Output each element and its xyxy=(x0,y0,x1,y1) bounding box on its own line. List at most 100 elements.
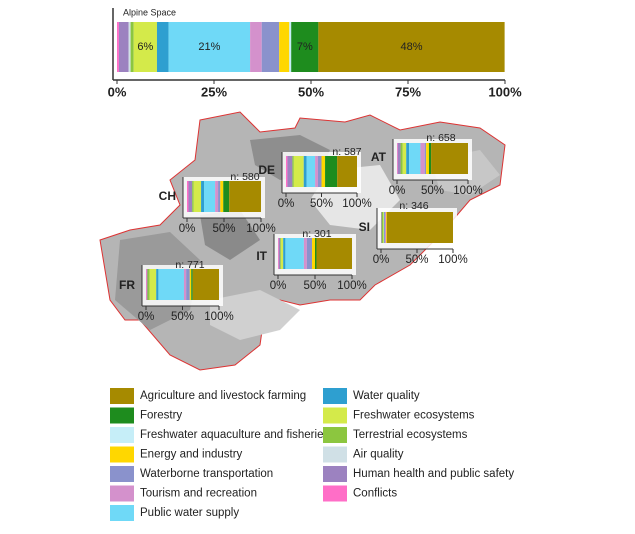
bar-segment xyxy=(315,238,317,269)
bar-segment xyxy=(426,143,429,174)
bar-segment xyxy=(286,156,288,187)
bar-segment xyxy=(149,269,157,300)
bar-segment xyxy=(424,143,427,174)
bar-segment xyxy=(220,181,224,212)
bar-segment xyxy=(191,269,193,300)
x-tick-label: 100% xyxy=(204,311,233,323)
bar-segment xyxy=(386,212,453,243)
bar-segment xyxy=(183,269,187,300)
bar-segment xyxy=(117,22,119,72)
bar-segment xyxy=(278,238,279,269)
bar-segment xyxy=(186,269,190,300)
legend-swatch xyxy=(323,485,347,502)
bar-segment xyxy=(386,212,387,243)
bar-segment xyxy=(193,181,202,212)
value-label: 21% xyxy=(198,41,220,53)
bar-segment xyxy=(168,22,251,72)
category-label: CH xyxy=(159,189,176,203)
legend-label: Public water supply xyxy=(140,507,239,519)
legend-swatch xyxy=(110,446,134,463)
x-tick-label: 100% xyxy=(337,280,366,292)
legend-label: Waterborne transportation xyxy=(140,468,273,480)
legend-swatch xyxy=(110,407,134,424)
bar-segment xyxy=(280,238,284,269)
bar-segment xyxy=(312,238,315,269)
sample-size: n: 771 xyxy=(175,259,204,271)
bar-segment xyxy=(189,269,192,300)
bar-segment xyxy=(279,22,290,72)
legend-swatch xyxy=(110,466,134,482)
legend-swatch xyxy=(110,485,134,502)
legend-swatch xyxy=(110,388,134,404)
legend-swatch xyxy=(323,427,347,443)
legend-label: Freshwater aquaculture and fisheries xyxy=(140,429,329,441)
bar-panel: 0% 25% 50% 75% 100% 6% 21% 7% 48% Alpine Space xyxy=(108,7,522,99)
x-tick-label: 100% xyxy=(342,198,371,210)
bar-panel: 0% 50% 100% AT n: 658 xyxy=(371,132,483,197)
x-tick-label: 25% xyxy=(201,84,227,99)
x-tick-label: 100% xyxy=(488,84,522,99)
legend-swatch xyxy=(110,505,134,521)
legend-swatch xyxy=(323,407,347,424)
bar-segment xyxy=(383,212,384,243)
bar-segment xyxy=(147,269,150,300)
bar-segment xyxy=(204,181,216,212)
bar-segment xyxy=(381,212,382,243)
x-tick-label: 100% xyxy=(246,223,275,235)
x-tick-label: 50% xyxy=(303,280,326,292)
legend-swatch xyxy=(110,427,134,443)
bar-segment xyxy=(337,156,357,187)
x-tick-label: 100% xyxy=(453,185,482,197)
bar-segment xyxy=(303,238,307,269)
bar-segment xyxy=(201,181,205,212)
bar-segment xyxy=(400,143,403,174)
bar-segment xyxy=(118,22,129,72)
bar-segment xyxy=(316,238,352,269)
x-tick-label: 0% xyxy=(389,185,406,197)
bar-panel: 0% 50% 100% IT n: 301 xyxy=(256,228,366,292)
bar-segment xyxy=(381,212,384,243)
bar-segment xyxy=(409,143,421,174)
bar-segment xyxy=(303,156,307,187)
bar-segment xyxy=(229,181,261,212)
bar-segment xyxy=(325,156,338,187)
bar-segment xyxy=(321,156,326,187)
category-label: AT xyxy=(371,150,387,164)
bar-segment xyxy=(156,22,169,72)
x-tick-label: 50% xyxy=(298,84,324,99)
legend-label: Water quality xyxy=(353,390,420,402)
legend-label: Conflicts xyxy=(353,488,397,500)
x-tick-label: 0% xyxy=(373,254,390,266)
category-label: FR xyxy=(119,278,135,292)
sample-size: n: 580 xyxy=(230,171,259,183)
bar-segment xyxy=(285,238,304,269)
bar-segment xyxy=(397,143,398,174)
value-label: 48% xyxy=(400,41,422,53)
x-tick-label: 0% xyxy=(270,280,287,292)
bar-segment xyxy=(420,143,425,174)
legend-label: Agriculture and livestock farming xyxy=(140,390,306,402)
sample-size: n: 658 xyxy=(426,132,455,144)
bar-segment xyxy=(133,22,157,72)
sample-size: n: 346 xyxy=(399,200,428,212)
x-tick-label: 50% xyxy=(405,254,428,266)
bar-panel: 0% 50% 100% SI n: 346 xyxy=(359,200,468,266)
bar-panel: 0% 50% 100% FR n: 771 xyxy=(119,259,234,323)
bar-segment xyxy=(156,269,159,300)
legend-label: Forestry xyxy=(140,410,182,422)
bar-segment xyxy=(192,181,194,212)
value-label: 6% xyxy=(137,41,153,53)
bar-segment xyxy=(384,212,387,243)
bar-segment xyxy=(289,22,292,72)
bar-segment xyxy=(397,143,401,174)
bar-segment xyxy=(318,22,505,72)
bar-segment xyxy=(146,269,147,300)
bar-segment xyxy=(315,156,318,187)
bar-segment xyxy=(428,143,432,174)
x-tick-label: 0% xyxy=(108,84,127,99)
bar-segment xyxy=(218,181,221,212)
bar-segment xyxy=(406,143,410,174)
x-tick-label: 0% xyxy=(138,311,155,323)
bar-segment xyxy=(431,143,468,174)
